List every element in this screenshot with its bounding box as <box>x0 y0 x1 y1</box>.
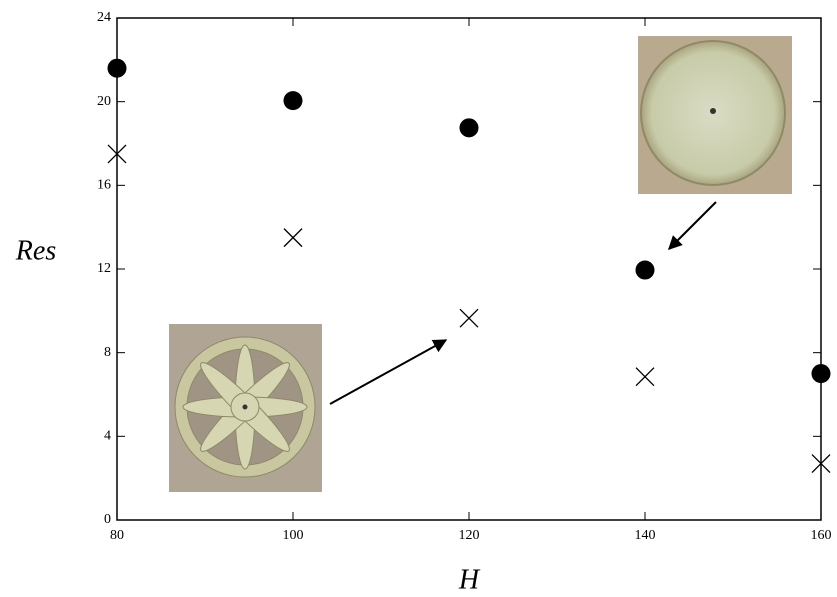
x-tick-label: 120 <box>459 528 480 543</box>
cross-marker <box>636 368 654 386</box>
circle-marker <box>284 91 303 110</box>
y-tick-label: 16 <box>97 178 111 193</box>
circle-marker <box>460 118 479 137</box>
cross-marker <box>284 229 302 247</box>
y-tick-label: 20 <box>97 94 111 109</box>
x-tick-label: 140 <box>635 528 656 543</box>
y-tick-label: 8 <box>104 345 111 360</box>
cross-marker <box>460 309 478 327</box>
inset-snowflake <box>169 324 322 492</box>
circle-marker <box>108 59 127 78</box>
inset-disc <box>638 36 792 194</box>
arrow <box>669 202 716 249</box>
y-tick-label: 24 <box>97 10 111 25</box>
y-tick-label: 0 <box>104 512 111 527</box>
x-tick-label: 160 <box>811 528 832 543</box>
chart: H Res 80 100 120 140 160 0 4 8 12 16 20 24 <box>0 0 837 597</box>
x-axis-title: H <box>458 564 481 595</box>
y-tick-label: 12 <box>97 261 111 276</box>
y-axis-title: Res <box>15 235 57 266</box>
arrow <box>330 340 446 404</box>
circle-marker <box>636 261 655 280</box>
x-tick-label: 100 <box>283 528 304 543</box>
circle-marker <box>812 364 831 383</box>
y-tick-label: 4 <box>104 429 111 444</box>
page: H Res 8010012014016004812162024 (() => {… <box>0 0 837 597</box>
x-tick-label: 80 <box>110 528 124 543</box>
